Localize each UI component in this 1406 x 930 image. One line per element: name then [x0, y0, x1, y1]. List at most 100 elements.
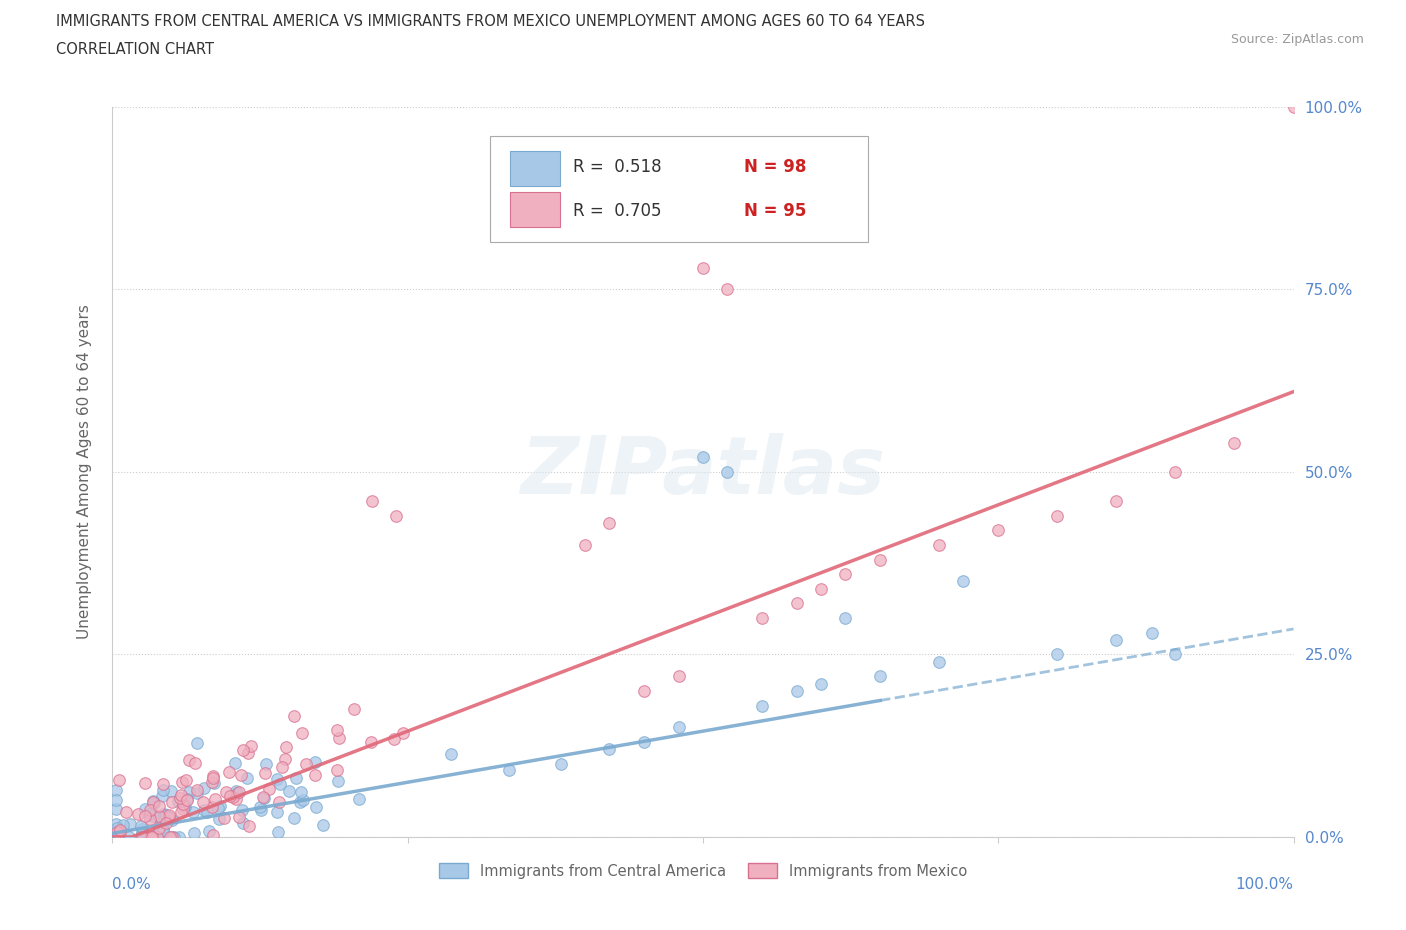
Point — [162, 830, 184, 844]
Point — [283, 811, 305, 826]
Point — [131, 830, 153, 844]
Point — [498, 763, 520, 777]
Point — [167, 793, 190, 808]
Point — [716, 282, 738, 297]
Point — [139, 811, 162, 826]
Point — [152, 806, 174, 821]
Point — [131, 818, 153, 833]
Point — [834, 566, 856, 581]
Point — [195, 804, 218, 819]
Point — [257, 782, 280, 797]
Point — [225, 783, 247, 798]
Point — [668, 720, 690, 735]
Point — [208, 811, 231, 826]
Point — [107, 828, 129, 843]
Point — [167, 830, 190, 844]
Point — [142, 794, 165, 809]
Point — [105, 821, 128, 836]
Point — [751, 698, 773, 713]
Text: R =  0.705: R = 0.705 — [574, 202, 662, 219]
Point — [574, 538, 596, 552]
Point — [249, 800, 271, 815]
Point — [177, 784, 200, 799]
Point — [131, 821, 153, 836]
Point — [1164, 647, 1187, 662]
Point — [160, 784, 183, 799]
Point — [162, 794, 184, 809]
Point — [361, 494, 384, 509]
Point — [207, 800, 229, 815]
Point — [170, 788, 193, 803]
Point — [277, 783, 299, 798]
Point — [173, 799, 195, 814]
Point — [391, 725, 413, 740]
Point — [201, 775, 224, 790]
Point — [156, 830, 179, 844]
Point — [928, 655, 950, 670]
Point — [148, 799, 170, 814]
Point — [157, 808, 180, 823]
Point — [382, 732, 405, 747]
Text: N = 98: N = 98 — [744, 158, 807, 176]
Point — [214, 784, 236, 799]
Point — [360, 735, 382, 750]
Point — [186, 736, 208, 751]
Point — [295, 756, 318, 771]
Point — [186, 782, 208, 797]
Point — [274, 752, 297, 767]
Point — [716, 465, 738, 480]
Point — [202, 776, 225, 790]
Point — [174, 772, 197, 787]
Point — [142, 795, 165, 810]
Point — [159, 830, 181, 844]
Point — [138, 806, 160, 821]
Point — [271, 760, 294, 775]
Point — [193, 803, 215, 817]
Point — [132, 830, 155, 844]
Point — [142, 830, 165, 844]
Point — [283, 709, 305, 724]
Point — [201, 800, 224, 815]
Point — [267, 794, 290, 809]
Point — [231, 803, 253, 817]
Point — [169, 790, 191, 805]
Point — [550, 757, 572, 772]
Point — [152, 823, 174, 838]
Point — [325, 723, 347, 737]
Point — [692, 260, 714, 275]
Point — [174, 800, 197, 815]
Point — [952, 574, 974, 589]
Point — [218, 764, 240, 779]
Point — [105, 782, 128, 797]
Text: 0.0%: 0.0% — [112, 877, 152, 892]
Point — [254, 757, 277, 772]
Point — [131, 826, 153, 841]
Point — [152, 821, 174, 836]
Point — [786, 684, 808, 698]
Point — [131, 827, 153, 842]
FancyBboxPatch shape — [510, 192, 560, 227]
Point — [155, 807, 177, 822]
Point — [786, 596, 808, 611]
Point — [232, 816, 254, 830]
Point — [238, 746, 260, 761]
Text: IMMIGRANTS FROM CENTRAL AMERICA VS IMMIGRANTS FROM MEXICO UNEMPLOYMENT AMONG AGE: IMMIGRANTS FROM CENTRAL AMERICA VS IMMIG… — [56, 14, 925, 29]
Text: 100.0%: 100.0% — [1236, 877, 1294, 892]
Point — [105, 817, 128, 831]
Point — [266, 772, 288, 787]
Point — [146, 830, 169, 844]
Point — [204, 791, 226, 806]
Point — [112, 817, 135, 832]
Point — [134, 776, 156, 790]
Point — [193, 795, 215, 810]
Point — [176, 792, 198, 807]
Point — [692, 450, 714, 465]
FancyBboxPatch shape — [491, 136, 869, 242]
Point — [284, 771, 307, 786]
Point — [202, 828, 225, 843]
Point — [236, 771, 259, 786]
Point — [240, 738, 263, 753]
Point — [1164, 465, 1187, 480]
Point — [633, 684, 655, 698]
Point — [201, 769, 224, 784]
